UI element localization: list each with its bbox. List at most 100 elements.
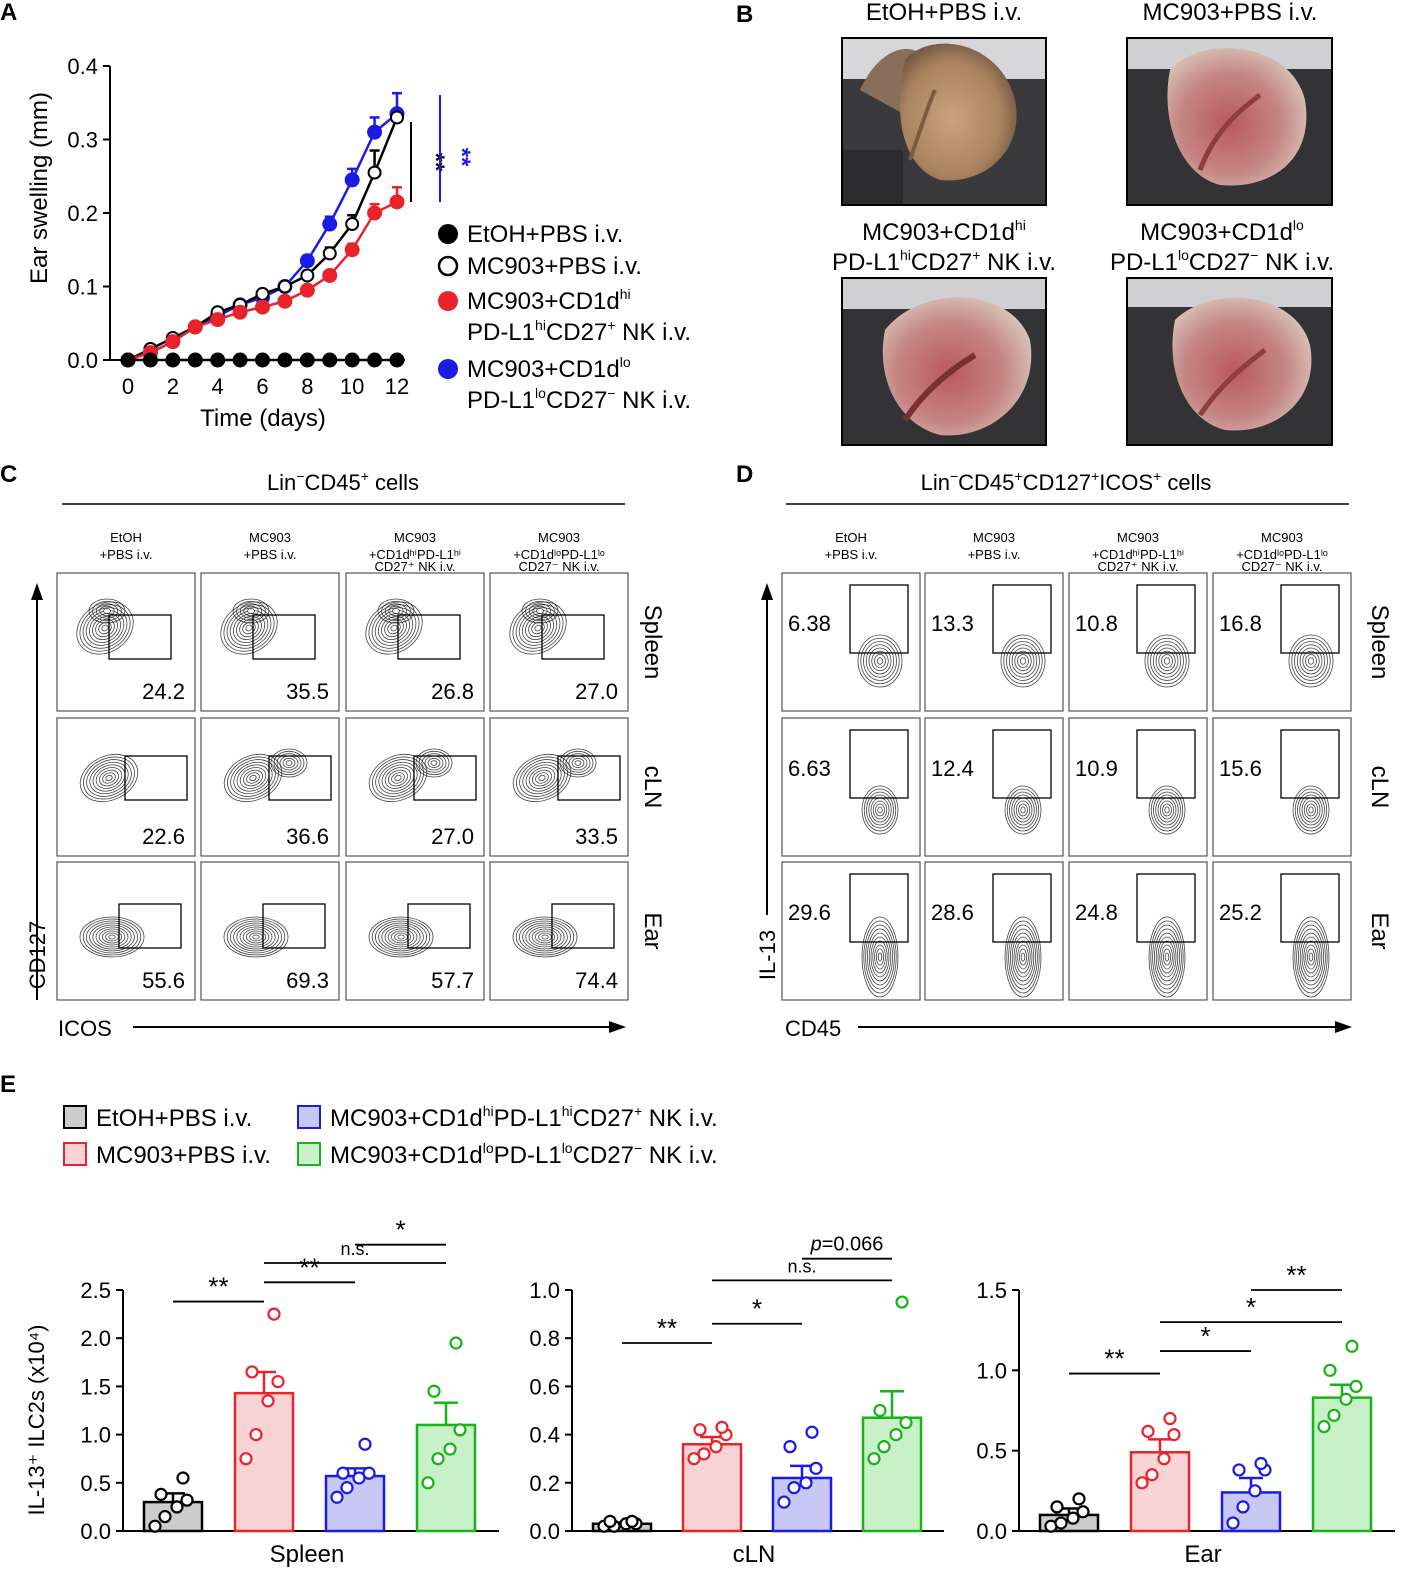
col-header-line1: MC903 (394, 530, 436, 545)
gate-percent: 29.6 (788, 900, 831, 925)
contour-ring (1000, 634, 1046, 688)
contour-ring (102, 772, 116, 784)
contour-ring (1163, 948, 1172, 966)
gate (124, 755, 188, 801)
contour-ring (1308, 806, 1314, 814)
plot-frame (345, 717, 485, 857)
contour-ring (876, 657, 884, 665)
contour-ring (276, 753, 302, 773)
contour-ring (243, 605, 259, 617)
data-point (787, 1481, 801, 1495)
y-tick-label: 0.8 (529, 1326, 560, 1351)
contour-ring (1148, 785, 1186, 835)
contour-ring (230, 759, 276, 797)
flow-plot: 15.6 (1212, 717, 1352, 857)
bar (1129, 1451, 1191, 1533)
data-point (176, 1471, 190, 1485)
data-point (603, 1514, 617, 1528)
contour-ring (415, 748, 453, 778)
contour-ring (223, 916, 289, 958)
series-blue (120, 91, 405, 368)
data-point (367, 165, 382, 180)
col-header-line2: +PBS i.v. (100, 547, 153, 562)
photo-title-hi-line2: PD-L1hiCD27+ NK i.v. (832, 247, 1056, 276)
comparison-label: * (1246, 1292, 1256, 1322)
contour-ring (427, 757, 441, 769)
contour-ring (1155, 794, 1179, 826)
flow-plot: 28.6 (924, 861, 1064, 1001)
contour-ring (1296, 644, 1326, 678)
col-header-line1: MC903 (973, 530, 1015, 545)
flow-plot: 26.8 (345, 572, 485, 712)
bar (1311, 1396, 1373, 1533)
y-tick-label: 0.5 (80, 1471, 111, 1496)
contour-ring (538, 774, 546, 782)
data-point (1145, 1468, 1159, 1482)
y-tick-label: 0.5 (976, 1439, 1007, 1464)
series-line (127, 116, 399, 362)
contour-ring (518, 610, 558, 646)
contour-ring (239, 603, 263, 619)
legend-text-lo: MC903+CD1dloPD-L1loCD27− NK i.v. (330, 1140, 718, 1169)
contour-ring (273, 750, 305, 776)
legend-text-mc903: MC903+PBS i.v. (96, 1142, 271, 1169)
data-point (1141, 1424, 1155, 1438)
contour-ring (85, 610, 125, 646)
contour-ring (1019, 948, 1028, 966)
comparison-label: p=0.066 (810, 1234, 884, 1256)
data-point (158, 1509, 172, 1524)
data-point (1317, 1419, 1331, 1434)
data-point (1167, 1427, 1181, 1442)
flow-plot: 13.3 (924, 572, 1064, 712)
contour-ring (867, 928, 894, 986)
data-point (154, 1487, 168, 1501)
y-tick-label: 0.3 (67, 128, 98, 153)
contour-ring (79, 916, 145, 958)
contour-ring (1306, 803, 1316, 817)
data-point (336, 1466, 350, 1480)
contour-ring (875, 803, 885, 817)
series-open-black (121, 110, 404, 367)
contour-ring (1003, 637, 1043, 685)
col-header-line2: +PBS i.v. (825, 547, 878, 562)
contour-ring (381, 764, 415, 792)
gate-percent: 28.6 (931, 900, 974, 925)
data-point (1226, 1516, 1240, 1530)
data-point (345, 217, 360, 232)
contour-ring (239, 767, 267, 789)
sig-mark-blue: ** (448, 148, 475, 167)
x-tick-label: 2 (167, 374, 179, 399)
photo-title-mc903: MC903+PBS i.v. (1143, 0, 1318, 26)
contour-ring (99, 605, 115, 617)
contour-ring (99, 769, 119, 787)
contour-ring (863, 920, 897, 994)
contour-ring (1006, 920, 1040, 994)
gate (1136, 729, 1196, 799)
series-filled-black (120, 352, 405, 368)
contour-ring (874, 654, 886, 668)
gate (1136, 584, 1196, 654)
contour-ring (76, 601, 134, 655)
data-point (322, 216, 338, 232)
data-point (299, 352, 315, 368)
contour-ring (868, 647, 892, 675)
col-header-line3: CD27⁻ NK i.v. (518, 559, 599, 574)
contour-ring (92, 764, 126, 792)
legend-label-hi-line2: PD-L1hiCD27+ NK i.v. (467, 317, 691, 346)
series-red (120, 186, 405, 368)
y-tick-label: 1.5 (976, 1278, 1007, 1303)
panel-a-legend: EtOH+PBS i.v. MC903+PBS i.v. MC903+CD1dh… (437, 221, 691, 414)
contour-ring (95, 767, 123, 789)
panel-c-letter: C (0, 461, 17, 488)
contour-ring (103, 608, 112, 614)
contour-ring (1162, 803, 1172, 817)
plot-frame (924, 861, 1064, 1001)
comparison-label: * (752, 1294, 762, 1324)
contour-ring (1305, 654, 1317, 668)
data-point (449, 1336, 463, 1350)
data-point (210, 312, 226, 328)
contour-ring (1299, 647, 1323, 675)
comparison-label: ** (1286, 1260, 1306, 1290)
x-tick-label: 10 (340, 374, 364, 399)
data-point (367, 205, 383, 221)
